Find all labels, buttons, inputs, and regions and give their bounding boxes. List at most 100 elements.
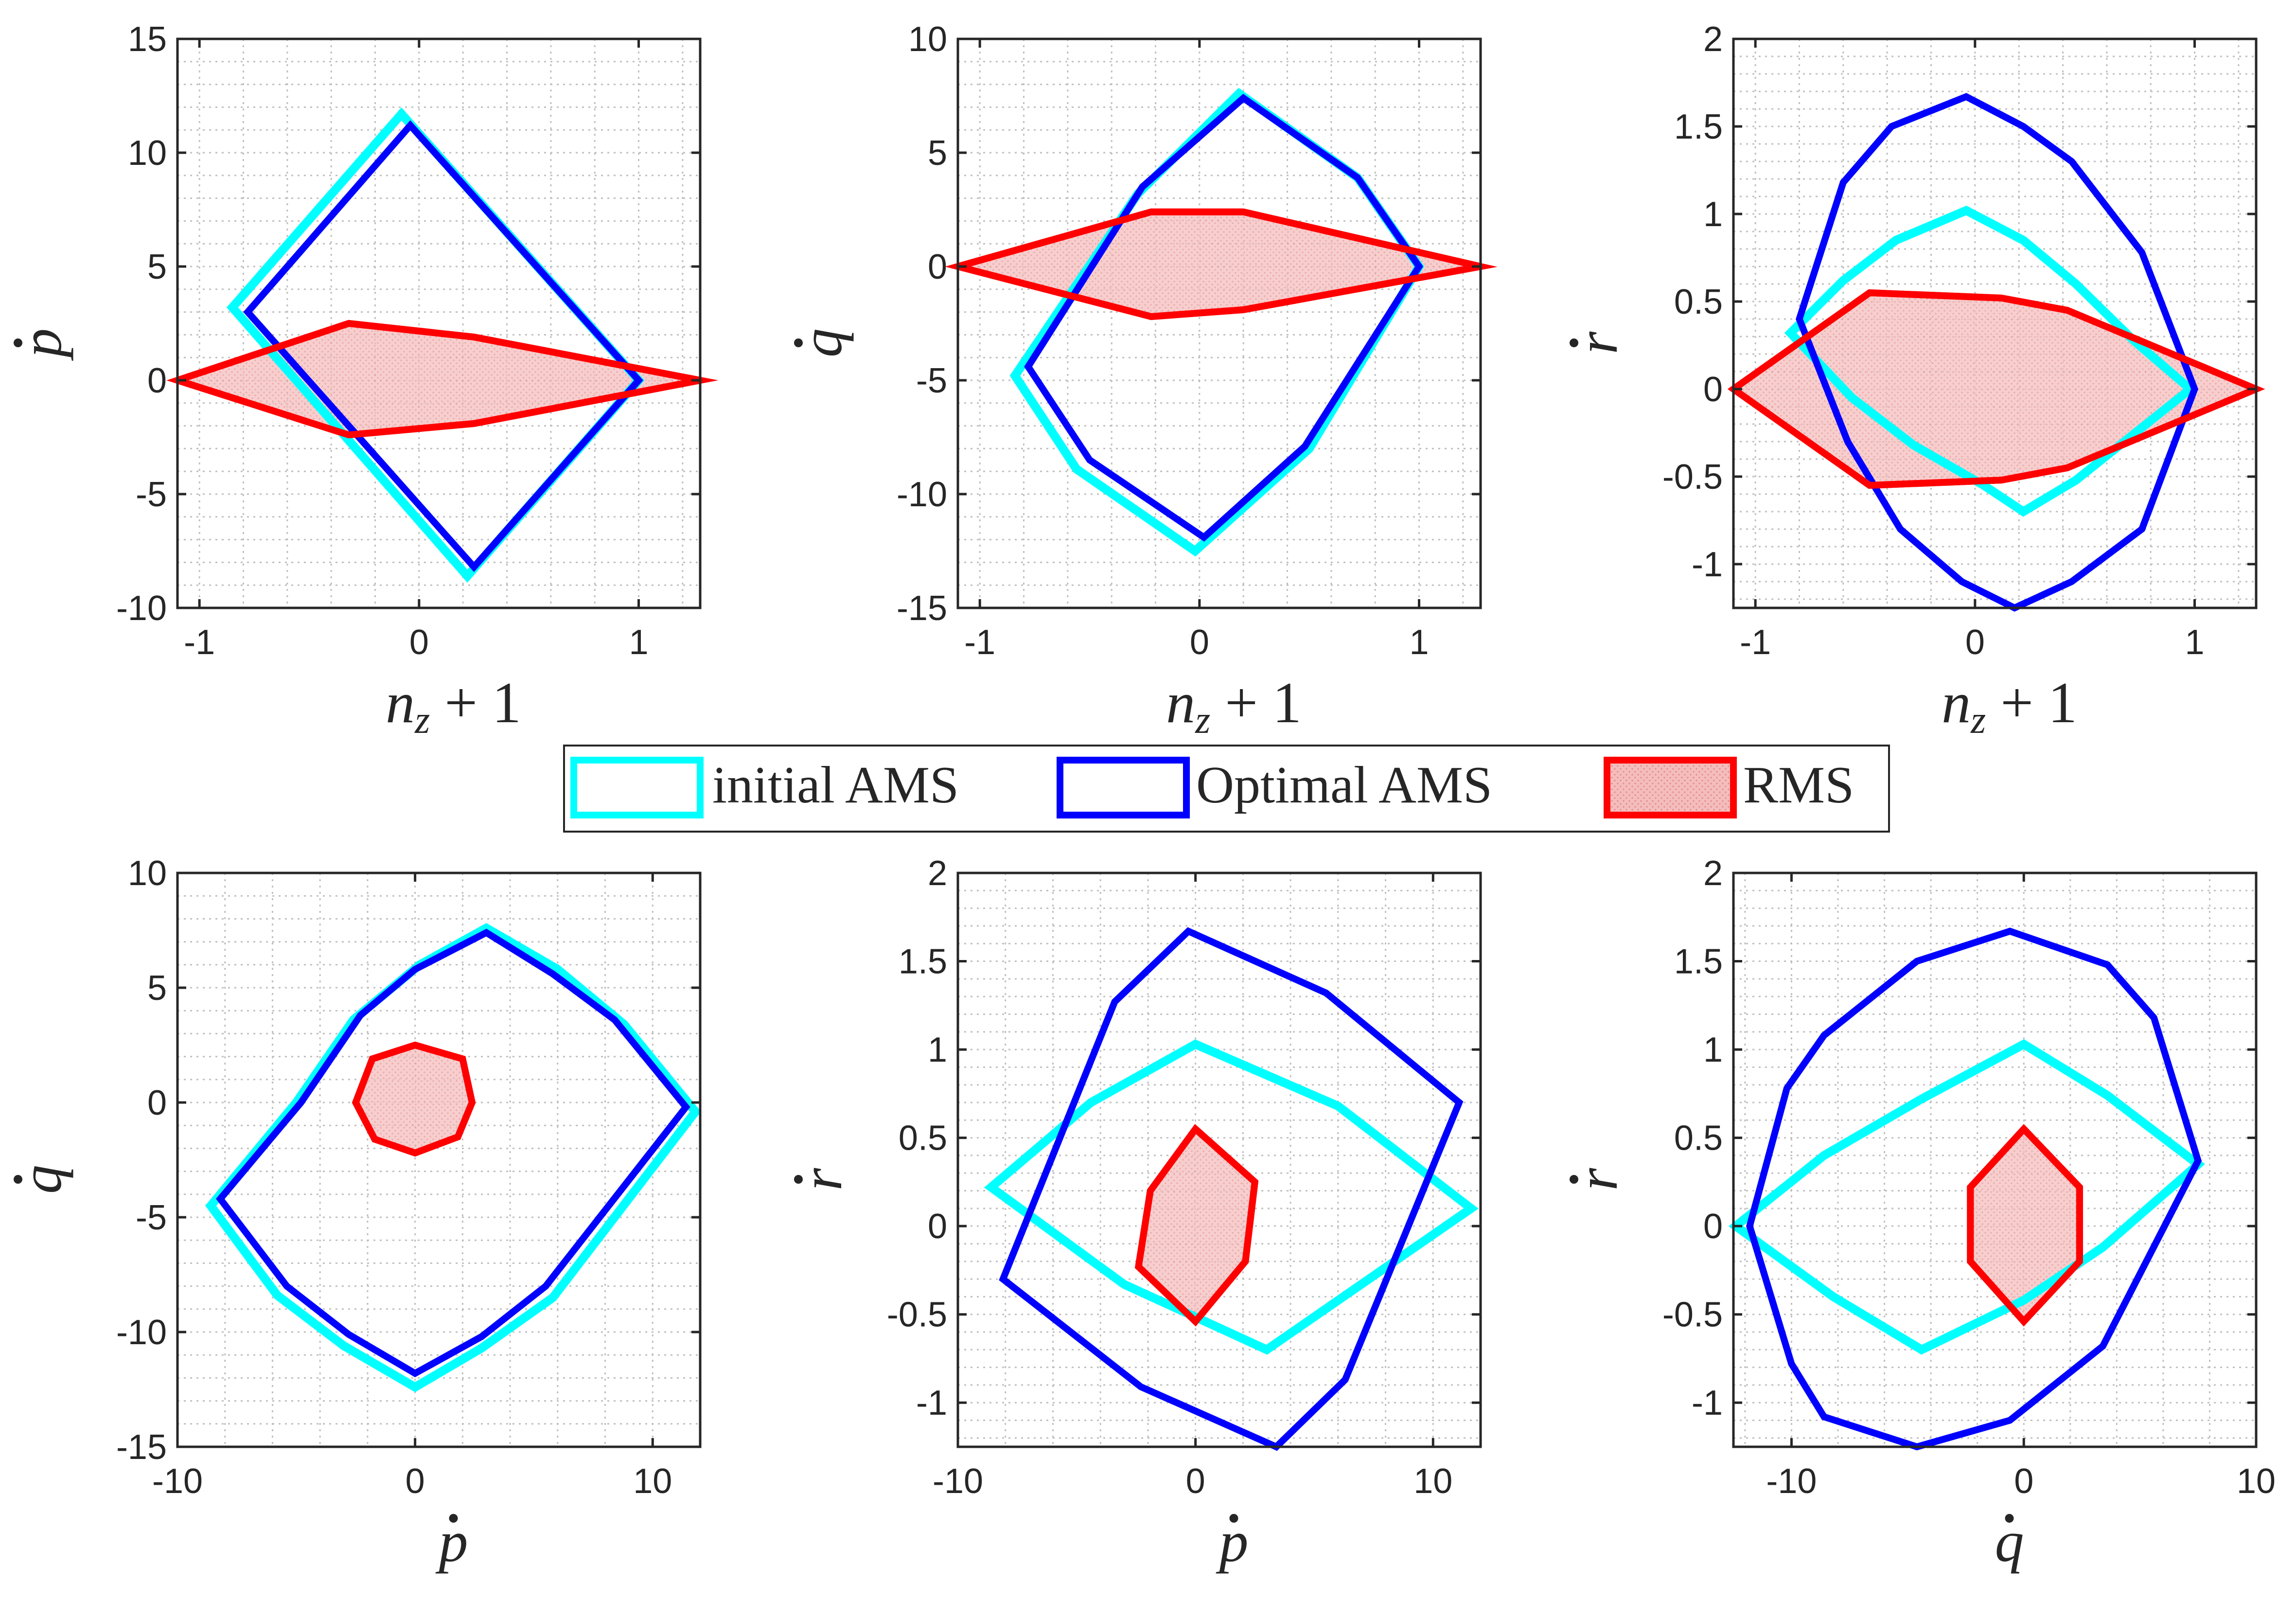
axes-box	[176, 871, 702, 1448]
x-tick-label: -1	[964, 623, 995, 662]
x-axis-label-text: nz + 1	[1166, 670, 1302, 742]
y-tick-label: 10	[128, 134, 167, 173]
axes-box	[1732, 37, 2258, 609]
x-tick-label: -10	[933, 1462, 983, 1501]
y-axis-label: r	[789, 1167, 854, 1191]
x-tick-label: 0	[406, 1462, 425, 1501]
plot-area	[958, 39, 1481, 608]
axes-box	[176, 37, 702, 609]
y-tick-label: 5	[928, 134, 947, 173]
x-tick-label: -1	[184, 623, 215, 662]
x-axis-label: nz + 1	[1942, 670, 2077, 742]
y-tick-label: 1	[928, 1031, 947, 1069]
y-tick-label: 0	[928, 248, 947, 286]
x-axis-label: p	[1216, 1509, 1249, 1574]
x-tick-label: -10	[1766, 1462, 1817, 1501]
y-axis-label-dot	[14, 1175, 22, 1184]
y-axis-label: r	[1565, 331, 1629, 354]
y-tick-label: 0.5	[899, 1119, 947, 1158]
y-tick-label: 10	[128, 854, 167, 893]
y-tick-label: 0	[1703, 1207, 1723, 1246]
y-axis-label-dot	[1570, 1175, 1578, 1184]
axes-box	[1732, 871, 2258, 1448]
y-tick-label: 2	[928, 854, 947, 893]
x-tick-label: 10	[2237, 1462, 2276, 1501]
x-tick-label: -1	[1740, 623, 1771, 662]
y-tick-label: -0.5	[1662, 1296, 1723, 1334]
y-axis-label-dot	[1570, 338, 1578, 347]
x-tick-label: 1	[1410, 623, 1429, 662]
y-tick-label: 2	[1703, 854, 1723, 893]
y-tick-label: 5	[147, 969, 167, 1008]
axes-box	[956, 37, 1482, 609]
y-tick-label: -5	[916, 361, 947, 400]
y-tick-label: -1	[1692, 1384, 1723, 1422]
y-axis-label-dot	[794, 1175, 803, 1184]
legend-swatch-initial	[570, 757, 704, 818]
series-rms-outline	[352, 1042, 476, 1157]
y-axis-label: q	[9, 1165, 73, 1194]
series-optimal-ams	[1024, 93, 1423, 542]
x-tick-label: 10	[633, 1462, 672, 1501]
y-tick-label: -15	[897, 589, 947, 628]
series-optimal-ams	[1746, 927, 2202, 1451]
y-tick-label: 5	[147, 248, 167, 286]
y-tick-label: -10	[116, 589, 167, 628]
y-tick-label: 1	[1703, 195, 1723, 234]
x-tick-label: 0	[409, 623, 429, 662]
x-tick-label: 10	[1413, 1462, 1452, 1501]
y-tick-label: -10	[116, 1313, 167, 1352]
x-axis-label-dot	[449, 1514, 458, 1523]
x-axis-label: q	[1995, 1509, 2024, 1574]
y-tick-label: -0.5	[1662, 458, 1723, 497]
x-tick-label: 0	[1186, 1462, 1205, 1501]
axes-box	[956, 871, 1482, 1448]
legend-label-optimal: Optimal AMS	[1196, 756, 1492, 814]
x-tick-label: 0	[1190, 623, 1209, 662]
y-tick-label: -5	[136, 1198, 167, 1237]
legend: initial AMS Optimal AMS RMS	[563, 745, 1890, 833]
series-rms-outline	[1967, 1126, 2083, 1327]
y-tick-label: 15	[128, 20, 167, 59]
y-tick-label: -15	[116, 1428, 167, 1467]
series-initial-ams	[205, 923, 701, 1392]
series-rms-outline	[1134, 1126, 1259, 1327]
y-tick-label: 0	[1703, 370, 1723, 409]
y-tick-label: 2	[1703, 20, 1723, 59]
x-tick-label: 1	[2185, 623, 2205, 662]
y-axis-label-dot	[794, 338, 803, 347]
legend-label-initial: initial AMS	[712, 756, 959, 814]
y-axis-label: p	[9, 328, 73, 361]
x-axis-label: nz + 1	[1166, 670, 1302, 742]
series-optimal-ams	[243, 120, 643, 572]
y-tick-label: -0.5	[887, 1296, 947, 1334]
series-initial-ams	[1784, 205, 2197, 517]
x-axis-label-dot	[2005, 1514, 2014, 1523]
y-tick-label: 1.5	[1674, 942, 1723, 981]
y-tick-label: 1.5	[899, 942, 947, 981]
y-tick-label: 0	[147, 361, 167, 400]
series-optimal-ams	[216, 928, 690, 1378]
plot-area	[177, 39, 700, 608]
plot-area	[177, 873, 700, 1447]
y-tick-label: 0.5	[1674, 283, 1723, 321]
x-axis-label-text: nz + 1	[1942, 670, 2077, 742]
x-axis-label-text: nz + 1	[386, 670, 521, 742]
legend-swatch-optimal	[1057, 757, 1190, 818]
y-tick-label: -10	[897, 475, 947, 514]
y-tick-label: 0	[147, 1084, 167, 1122]
y-tick-label: -1	[1692, 545, 1723, 584]
x-axis-label-dot	[1229, 1514, 1238, 1523]
y-tick-label: -5	[136, 475, 167, 514]
subplot-nz-rdot: -1 0 1 -1 -0.5 0 0.5 1 1.5 2 nz + 1 r	[1565, 20, 2265, 742]
y-axis-label: q	[789, 328, 854, 357]
series-initial-ams	[1728, 1039, 2205, 1355]
y-tick-label: 10	[908, 20, 947, 59]
y-tick-label: 1.5	[1674, 107, 1723, 146]
grid	[958, 38, 1481, 609]
x-axis-label: p	[435, 1509, 468, 1574]
